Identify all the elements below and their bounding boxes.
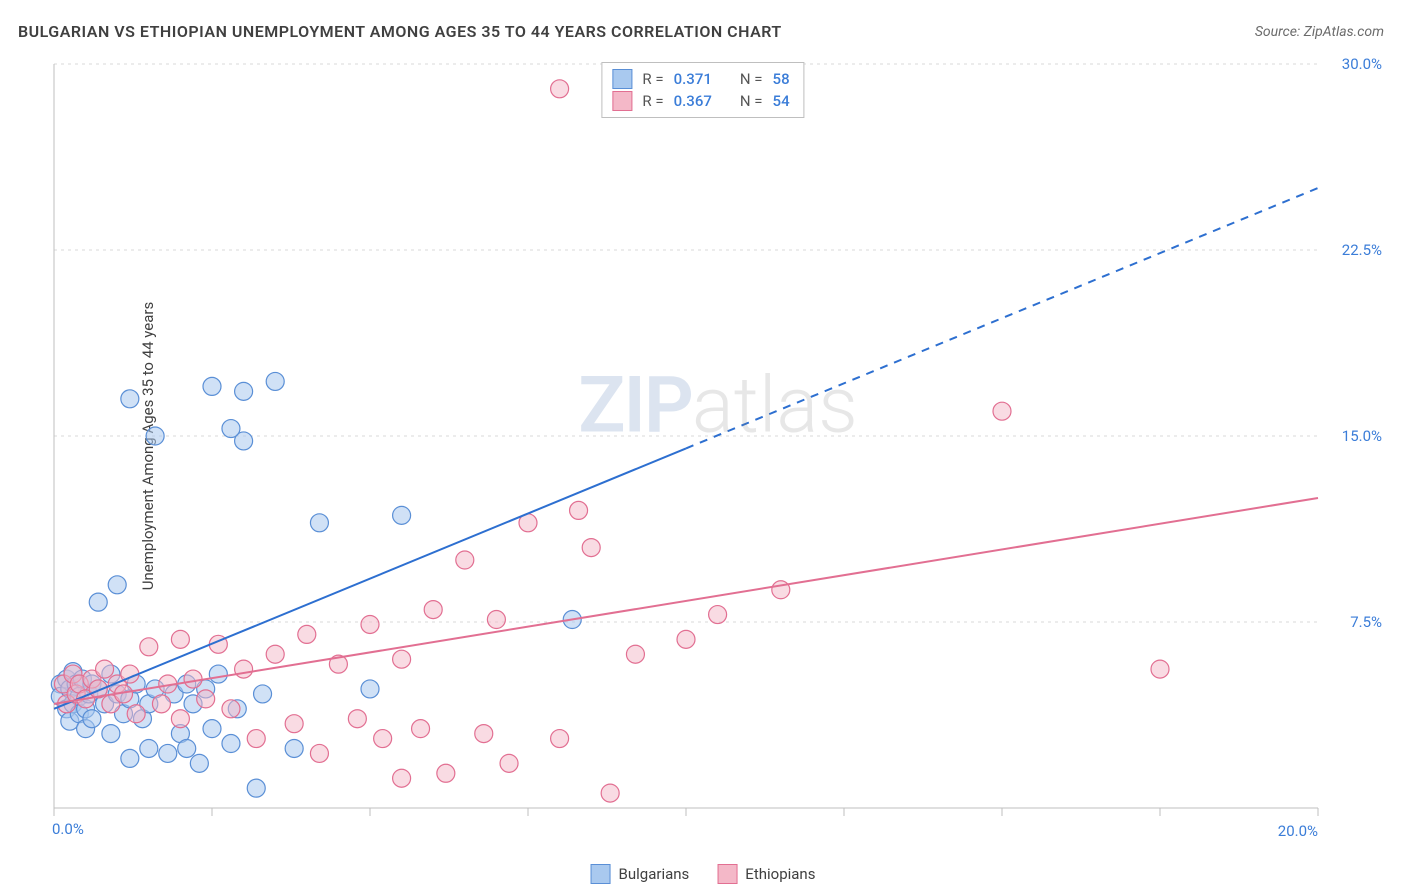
legend-label-ethiopians: Ethiopians (745, 865, 815, 883)
svg-text:20.0%: 20.0% (1278, 822, 1318, 840)
svg-text:7.5%: 7.5% (1350, 613, 1382, 631)
stats-row-bulgarians: R = 0.371 N = 58 (612, 69, 789, 89)
stats-row-ethiopians: R = 0.367 N = 54 (612, 91, 789, 111)
n-value-bulgarians: 58 (773, 69, 790, 89)
r-label: R = (642, 69, 663, 89)
n-value-ethiopians: 54 (773, 91, 790, 111)
r-value-ethiopians: 0.367 (674, 91, 712, 111)
swatch-bulgarians (612, 69, 632, 89)
n-label: N = (740, 69, 763, 89)
legend-item-ethiopians: Ethiopians (717, 864, 815, 884)
legend-label-bulgarians: Bulgarians (619, 865, 690, 883)
swatch-ethiopians (612, 91, 632, 111)
svg-text:30.0%: 30.0% (1342, 58, 1382, 73)
n-label: N = (740, 91, 763, 111)
swatch-bulgarians (591, 864, 611, 884)
r-label: R = (642, 91, 663, 111)
svg-text:15.0%: 15.0% (1342, 427, 1382, 445)
svg-text:22.5%: 22.5% (1342, 241, 1382, 259)
scatter-plot: 7.5%15.0%22.5%30.0%20.0% ZIPatlas (48, 58, 1388, 848)
chart-title: BULGARIAN VS ETHIOPIAN UNEMPLOYMENT AMON… (18, 22, 782, 41)
r-value-bulgarians: 0.371 (674, 69, 712, 89)
stats-legend: R = 0.371 N = 58 R = 0.367 N = 54 (601, 62, 804, 118)
x-axis-zero-label: 0.0% (52, 820, 84, 838)
chart-svg: 7.5% 15.0% 22.5% 30.0% 20.0% (48, 58, 1388, 848)
swatch-ethiopians (717, 864, 737, 884)
source-attribution: Source: ZipAtlas.com (1255, 24, 1384, 40)
series-legend: Bulgarians Ethiopians (591, 864, 816, 884)
legend-item-bulgarians: Bulgarians (591, 864, 690, 884)
